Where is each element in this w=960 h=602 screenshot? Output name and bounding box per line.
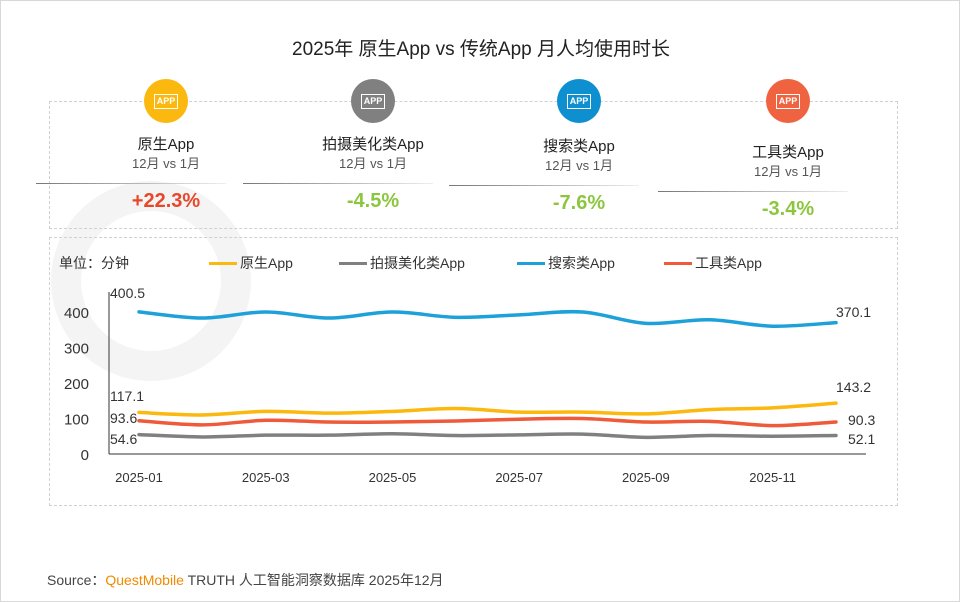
- card-subtitle: 12月 vs 1月: [754, 164, 822, 179]
- data-label-last: 52.1: [848, 431, 875, 447]
- app-icon: APP: [144, 79, 188, 123]
- card-divider: [449, 185, 639, 186]
- card-divider: [36, 183, 226, 184]
- app-icon-text: APP: [775, 93, 801, 109]
- summary-panel: [49, 101, 898, 229]
- legend-item: 工具类App: [664, 253, 762, 273]
- x-tick-label: 2025-09: [622, 470, 670, 485]
- legend-swatch: [339, 261, 367, 265]
- y-tick-label: 100: [64, 412, 89, 429]
- card-change-value: +22.3%: [131, 190, 201, 212]
- card-name: 拍摄美化类App: [322, 136, 424, 153]
- y-tick-label: 300: [64, 341, 89, 358]
- data-label-first: 400.5: [110, 285, 145, 301]
- legend-item: 原生App: [209, 253, 293, 273]
- legend-swatch: [664, 261, 692, 265]
- y-tick-label: 0: [81, 447, 89, 464]
- legend-item: 搜索类App: [517, 253, 615, 273]
- source-prefix: Source：: [47, 572, 106, 588]
- card-name: 工具类App: [752, 144, 824, 161]
- x-tick-label: 2025-03: [242, 470, 290, 485]
- series-line: [137, 401, 838, 417]
- series-line: [137, 432, 838, 440]
- legend-label: 拍摄美化类App: [370, 255, 465, 271]
- x-tick-label: 2025-07: [495, 470, 543, 485]
- legend-item: 拍摄美化类App: [339, 253, 465, 273]
- app-icon: APP: [557, 79, 601, 123]
- legend-label: 原生App: [240, 255, 293, 271]
- legend-label: 搜索类App: [548, 255, 615, 271]
- x-tick-label: 2025-05: [369, 470, 417, 485]
- series-line: [137, 309, 838, 328]
- y-tick-label: 200: [64, 376, 89, 393]
- chart-panel: [49, 237, 898, 506]
- data-label-first: 117.1: [110, 388, 144, 404]
- card-divider: [243, 183, 433, 184]
- data-label-last: 143.2: [836, 379, 871, 395]
- legend-swatch: [517, 261, 545, 265]
- card-name: 原生App: [137, 136, 195, 153]
- card-name: 搜索类App: [543, 138, 615, 155]
- x-tick-label: 2025-01: [115, 470, 163, 485]
- app-icon-text: APP: [360, 93, 386, 109]
- data-label-last: 370.1: [836, 304, 871, 320]
- source-text: TRUTH 人工智能洞察数据库 2025年12月: [183, 572, 444, 588]
- app-icon: APP: [351, 79, 395, 123]
- series-line: [137, 416, 838, 428]
- y-tick-label: 400: [64, 305, 89, 322]
- app-icon: APP: [766, 79, 810, 123]
- card-change-value: -3.4%: [761, 198, 815, 220]
- card-change-value: -4.5%: [346, 190, 400, 212]
- card-divider: [658, 191, 848, 192]
- legend-label: 工具类App: [695, 255, 762, 271]
- page-title: 2025年 原生App vs 传统App 月人均使用时长: [292, 39, 670, 60]
- source-note: Source：QuestMobile TRUTH 人工智能洞察数据库 2025年…: [47, 570, 444, 590]
- x-tick-label: 2025-11: [749, 470, 796, 485]
- card-change-value: -7.6%: [552, 192, 606, 214]
- data-label-first: 54.6: [110, 431, 137, 447]
- card-subtitle: 12月 vs 1月: [132, 156, 200, 171]
- app-icon-text: APP: [153, 93, 179, 109]
- app-icon-text: APP: [566, 93, 592, 109]
- card-subtitle: 12月 vs 1月: [545, 158, 613, 173]
- legend-swatch: [209, 261, 237, 265]
- source-brand: QuestMobile: [105, 572, 184, 588]
- card-subtitle: 12月 vs 1月: [339, 156, 407, 171]
- unit-label: 单位：分钟: [59, 255, 129, 271]
- data-label-first: 93.6: [110, 410, 137, 426]
- data-label-last: 90.3: [848, 412, 875, 428]
